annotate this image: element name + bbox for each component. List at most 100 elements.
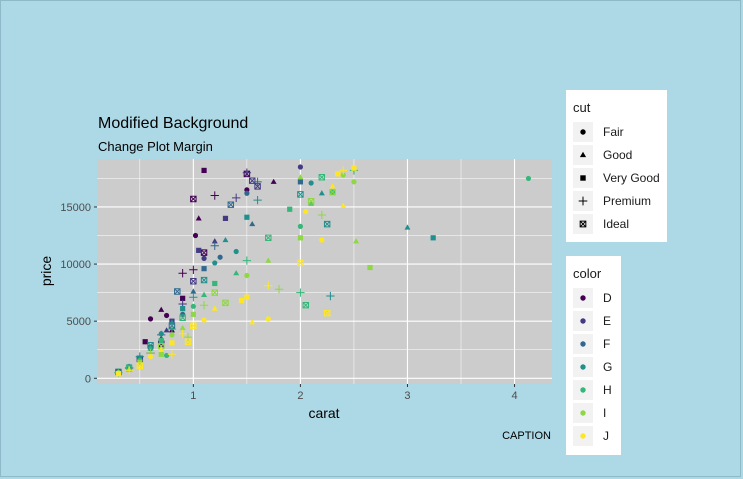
data-point [287,206,293,212]
data-point [297,179,304,185]
legend-label: Fair [603,125,624,139]
y-tick-label: 5000 [67,316,91,328]
data-point [174,288,181,295]
legend-key-glyph [580,295,586,301]
data-point [318,174,326,181]
data-point [211,305,218,311]
data-point [254,183,261,190]
data-point [147,345,154,351]
data-point [201,167,207,174]
data-point [297,191,304,198]
data-point [297,223,304,229]
data-point [201,291,208,297]
data-point [302,301,309,309]
data-point [329,188,336,196]
data-point [329,183,336,189]
legend-label: I [603,406,607,420]
data-point [201,266,207,272]
data-point [217,254,223,260]
data-point [242,256,252,265]
legend-key [573,357,593,377]
legend-key [573,311,593,331]
legend-key [573,214,593,234]
data-point [163,352,170,359]
data-point [190,277,197,285]
legend-label: Premium [603,194,652,208]
data-point [367,264,373,271]
data-point [233,270,240,276]
legend-key-shape [580,318,586,324]
data-point [179,324,186,331]
data-point [244,272,250,279]
data-point [211,238,218,244]
data-point [158,331,164,337]
legend-label: E [603,314,612,328]
data-point [323,309,331,317]
x-tick-label: 1 [190,390,196,402]
data-point [323,220,331,228]
legend-key-glyph [579,220,587,228]
data-point [340,172,346,178]
data-points [114,164,532,377]
data-point [222,215,229,221]
cut-legend: cut Fair Good Very Good Premium Ideal [566,90,667,242]
legend-label: H [603,383,612,397]
data-point [183,333,193,342]
data-point [115,371,122,377]
color-legend-item: I [566,402,621,425]
data-point [189,293,198,302]
legend-key-glyph [580,129,586,135]
data-point [184,338,192,345]
data-point [196,247,202,253]
data-point [201,317,207,323]
legend-key [573,145,593,165]
plot-panel [97,159,552,384]
legend-key-shape [580,129,586,135]
data-point [190,288,197,294]
legend-key-glyph [578,196,588,206]
data-point [147,316,154,322]
data-point [274,285,284,294]
y-tick-label: 10000 [60,259,91,271]
data-point [190,303,196,309]
data-point [167,350,177,359]
data-point [238,298,245,304]
data-point [232,193,241,202]
data-point [163,327,170,333]
data-point [168,319,175,325]
legend-key-glyph [580,341,586,347]
cut-legend-item: Fair [566,121,667,143]
data-point [147,353,154,360]
color-legend-item: E [566,310,621,333]
data-point [210,241,219,250]
data-point [163,312,170,319]
data-point [180,306,186,312]
data-point [317,210,326,220]
legend-key-glyph [580,175,586,181]
data-point [253,195,262,205]
data-point [326,291,335,301]
data-point [340,202,347,208]
data-point [297,174,304,180]
legend-key-glyph [580,364,586,370]
cut-legend-item: Very Good [566,167,667,189]
legend-key-shape [580,387,586,393]
data-point [307,198,315,205]
data-point [253,177,262,187]
x-tick-label: 3 [404,390,410,402]
data-point [199,301,209,310]
data-point [190,311,196,317]
legend-label: G [603,360,613,374]
data-point [180,311,186,317]
data-point [211,289,218,296]
data-point [303,208,309,215]
grid-minor [97,159,552,384]
data-point [124,366,134,375]
color-legend-item: G [566,356,621,379]
data-point [212,280,218,287]
data-point [158,337,164,344]
cut-legend-item: Premium [566,190,667,212]
x-tick-label: 4 [511,390,517,402]
